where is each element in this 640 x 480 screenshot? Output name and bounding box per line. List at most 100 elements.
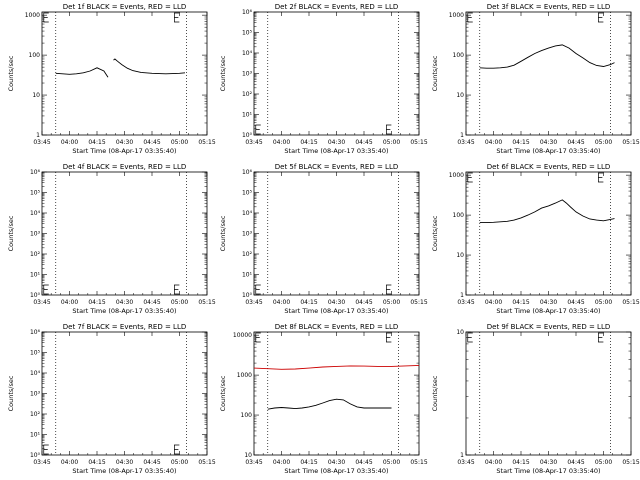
x-tick-label: 04:30 — [540, 139, 557, 146]
y-tick-label: 10 — [244, 452, 252, 459]
x-tick-label: 03:45 — [457, 299, 474, 306]
x-tick-label: 04:45 — [355, 459, 372, 466]
x-tick-label: 04:15 — [88, 139, 105, 146]
x-tick-label: 04:30 — [328, 299, 345, 306]
x-tick-label: 04:30 — [116, 299, 133, 306]
x-tick-label: 04:00 — [273, 459, 290, 466]
x-tick-label: 04:45 — [143, 299, 160, 306]
panel-title: Det 5f BLACK = Events, RED = LLD — [275, 163, 398, 171]
y-tick-label: 10⁵ — [30, 190, 41, 197]
y-tick-label: 1000 — [449, 172, 464, 179]
y-tick-label: 1 — [460, 132, 464, 139]
x-axis-label: Start Time (08-Apr-17 03:35:40) — [496, 307, 600, 315]
x-axis-label: Start Time (08-Apr-17 03:35:40) — [72, 467, 176, 475]
y-tick-label: 10⁰ — [30, 452, 41, 459]
panel-3: Det 3f BLACK = Events, RED = LLD 03:45 04:… — [431, 3, 640, 155]
y-axis-label: Counts/sec — [431, 375, 439, 411]
x-axis-label: Start Time (08-Apr-17 03:35:40) — [496, 467, 600, 475]
x-tick-label: 04:45 — [355, 139, 372, 146]
x-tick-label: 05:00 — [171, 139, 188, 146]
y-tick-label: 10⁰ — [242, 292, 253, 299]
x-tick-label: 05:15 — [198, 139, 215, 146]
x-tick-label: 04:45 — [355, 299, 372, 306]
x-tick-label: 05:00 — [171, 459, 188, 466]
panel-7: Det 7f BLACK = Events, RED = LLD 03:45 04:… — [7, 323, 216, 475]
x-tick-label: 04:15 — [512, 459, 529, 466]
x-tick-label: 05:00 — [171, 299, 188, 306]
y-tick-label: 10000 — [233, 332, 252, 339]
x-tick-label: 04:15 — [512, 139, 529, 146]
bracket-marker — [174, 284, 180, 295]
x-tick-label: 04:00 — [273, 299, 290, 306]
panel-4: Det 4f BLACK = Events, RED = LLD 03:45 04:… — [7, 163, 216, 315]
x-tick-label: 05:00 — [595, 299, 612, 306]
panel-title: Det 6f BLACK = Events, RED = LLD — [487, 163, 610, 171]
plot-frame — [41, 171, 208, 296]
y-tick-label: 10³ — [30, 391, 41, 398]
panel-title: Det 7f BLACK = Events, RED = LLD — [63, 323, 186, 331]
x-tick-label: 04:45 — [567, 139, 584, 146]
x-tick-label: 03:45 — [245, 139, 262, 146]
y-axis-label: Counts/sec — [219, 215, 227, 251]
x-tick-label: 04:15 — [300, 459, 317, 466]
bracket-marker — [598, 12, 604, 23]
y-tick-label: 100 — [29, 52, 41, 59]
x-tick-label: 03:45 — [33, 459, 50, 466]
x-tick-label: 04:45 — [567, 459, 584, 466]
x-tick-label: 04:00 — [61, 459, 78, 466]
panel-8: Det 8f BLACK = Events, RED = LLD 03:45 04:… — [219, 323, 428, 475]
x-tick-label: 05:15 — [622, 139, 639, 146]
bracket-marker — [467, 172, 473, 183]
y-axis-label: Counts/sec — [7, 55, 15, 91]
x-tick-label: 04:45 — [143, 139, 160, 146]
x-tick-label: 05:15 — [622, 299, 639, 306]
x-tick-label: 03:45 — [33, 299, 50, 306]
y-tick-label: 10⁵ — [242, 30, 253, 37]
x-tick-label: 04:15 — [300, 139, 317, 146]
x-tick-label: 03:45 — [245, 459, 262, 466]
bracket-marker — [598, 172, 604, 183]
y-tick-label: 100 — [453, 212, 465, 219]
bracket-marker — [386, 284, 392, 295]
y-tick-label: 10⁰ — [242, 132, 253, 139]
bracket-marker — [255, 124, 261, 135]
y-tick-label: 100 — [453, 52, 465, 59]
x-tick-label: 04:30 — [540, 299, 557, 306]
plot-frame — [465, 331, 632, 456]
x-tick-label: 04:30 — [328, 459, 345, 466]
x-axis-label: Start Time (08-Apr-17 03:35:40) — [496, 147, 600, 155]
y-tick-label: 1000 — [237, 372, 252, 379]
y-tick-label: 10⁶ — [30, 169, 41, 176]
plot-frame — [41, 331, 208, 456]
x-tick-label: 03:45 — [245, 299, 262, 306]
series-line-2 — [267, 398, 392, 410]
y-tick-label: 10² — [30, 251, 41, 258]
y-tick-label: 1000 — [25, 12, 40, 19]
x-tick-label: 05:15 — [198, 299, 215, 306]
x-tick-label: 05:15 — [410, 299, 427, 306]
x-tick-label: 04:15 — [300, 299, 317, 306]
x-tick-label: 04:00 — [485, 459, 502, 466]
x-tick-label: 05:00 — [595, 139, 612, 146]
x-tick-label: 03:45 — [33, 139, 50, 146]
bracket-marker — [174, 444, 180, 455]
x-tick-label: 04:15 — [88, 459, 105, 466]
panel-title: Det 3f BLACK = Events, RED = LLD — [487, 3, 610, 11]
x-tick-label: 04:00 — [61, 139, 78, 146]
y-axis-label: Counts/sec — [219, 55, 227, 91]
x-tick-label: 04:00 — [485, 299, 502, 306]
x-tick-label: 03:45 — [457, 459, 474, 466]
x-axis-label: Start Time (08-Apr-17 03:35:40) — [72, 307, 176, 315]
x-tick-label: 04:30 — [116, 139, 133, 146]
x-tick-label: 05:00 — [383, 139, 400, 146]
x-tick-label: 05:00 — [383, 299, 400, 306]
bracket-marker — [255, 284, 261, 295]
x-tick-label: 05:15 — [622, 459, 639, 466]
series-line-1 — [479, 44, 615, 69]
y-axis-label: Counts/sec — [219, 375, 227, 411]
y-tick-label: 10 — [456, 92, 464, 99]
plot-frame — [253, 331, 420, 456]
panel-6: Det 6f BLACK = Events, RED = LLD 03:45 04:… — [431, 163, 640, 315]
panel-9: Det 9f BLACK = Events, RED = LLD 03:45 04:… — [431, 323, 640, 475]
